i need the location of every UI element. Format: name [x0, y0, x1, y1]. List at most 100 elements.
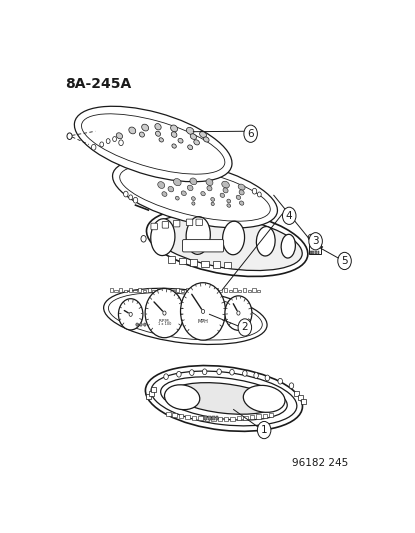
- Bar: [176, 288, 180, 292]
- Bar: [310, 251, 312, 254]
- Circle shape: [91, 144, 96, 150]
- Text: 2: 2: [242, 322, 248, 333]
- Bar: [250, 415, 254, 419]
- Ellipse shape: [142, 124, 149, 131]
- Ellipse shape: [187, 185, 193, 191]
- Ellipse shape: [191, 197, 195, 200]
- Bar: [173, 413, 177, 417]
- Circle shape: [136, 323, 138, 326]
- Bar: [181, 290, 184, 292]
- Bar: [312, 251, 314, 254]
- Bar: [213, 261, 220, 268]
- Circle shape: [244, 125, 257, 142]
- Bar: [216, 416, 218, 420]
- Ellipse shape: [192, 202, 195, 205]
- Text: 3: 3: [312, 236, 319, 246]
- Bar: [233, 288, 237, 292]
- Bar: [192, 416, 196, 420]
- Bar: [186, 415, 190, 419]
- Circle shape: [129, 312, 132, 317]
- Ellipse shape: [152, 214, 302, 271]
- Circle shape: [283, 207, 296, 224]
- Ellipse shape: [161, 377, 287, 420]
- Circle shape: [181, 282, 226, 340]
- Bar: [315, 251, 317, 254]
- Bar: [152, 290, 156, 292]
- Bar: [149, 391, 154, 395]
- Ellipse shape: [155, 124, 161, 130]
- Bar: [229, 290, 232, 292]
- Bar: [143, 290, 146, 292]
- Circle shape: [112, 136, 117, 142]
- Bar: [157, 288, 161, 292]
- Circle shape: [163, 311, 166, 315]
- Bar: [133, 290, 137, 292]
- Bar: [211, 416, 215, 421]
- Bar: [151, 387, 156, 392]
- FancyBboxPatch shape: [162, 222, 168, 228]
- Bar: [210, 290, 213, 292]
- Ellipse shape: [173, 179, 181, 186]
- Ellipse shape: [206, 179, 213, 185]
- Ellipse shape: [194, 140, 200, 145]
- Circle shape: [238, 319, 251, 336]
- Bar: [237, 416, 241, 420]
- Bar: [298, 395, 303, 400]
- Text: 96182 245: 96182 245: [291, 458, 348, 468]
- Bar: [201, 261, 208, 267]
- Bar: [179, 257, 186, 264]
- Bar: [198, 416, 203, 420]
- Ellipse shape: [176, 196, 179, 200]
- Ellipse shape: [116, 133, 122, 139]
- Bar: [224, 262, 231, 268]
- Circle shape: [225, 296, 252, 330]
- Ellipse shape: [281, 235, 295, 258]
- Bar: [219, 290, 222, 292]
- Ellipse shape: [168, 187, 174, 192]
- FancyBboxPatch shape: [173, 220, 180, 227]
- Circle shape: [278, 378, 283, 384]
- Circle shape: [190, 370, 194, 375]
- Circle shape: [252, 188, 257, 194]
- Bar: [195, 288, 198, 292]
- Circle shape: [203, 369, 207, 375]
- Bar: [204, 416, 207, 420]
- Text: R.P.M.: R.P.M.: [159, 319, 171, 324]
- Ellipse shape: [190, 134, 197, 140]
- Ellipse shape: [211, 198, 215, 201]
- Ellipse shape: [203, 137, 209, 142]
- Text: 5: 5: [341, 256, 348, 266]
- Bar: [243, 288, 246, 292]
- Circle shape: [254, 373, 259, 378]
- Bar: [217, 416, 222, 421]
- Ellipse shape: [239, 201, 244, 205]
- Bar: [205, 288, 208, 292]
- Bar: [230, 416, 235, 421]
- Ellipse shape: [145, 366, 303, 431]
- Bar: [243, 416, 248, 420]
- Bar: [186, 288, 189, 292]
- Circle shape: [230, 369, 234, 375]
- Ellipse shape: [190, 178, 197, 185]
- Circle shape: [144, 323, 146, 326]
- Bar: [129, 288, 132, 292]
- Bar: [167, 288, 170, 292]
- Bar: [190, 260, 197, 266]
- Bar: [166, 412, 171, 416]
- Bar: [146, 394, 151, 399]
- Ellipse shape: [112, 159, 278, 228]
- Ellipse shape: [181, 191, 186, 196]
- Text: 1: 1: [261, 425, 267, 435]
- Ellipse shape: [173, 383, 275, 414]
- Circle shape: [141, 236, 146, 242]
- Ellipse shape: [146, 208, 308, 277]
- Bar: [252, 288, 256, 292]
- Ellipse shape: [186, 217, 210, 254]
- Circle shape: [118, 298, 143, 330]
- Circle shape: [67, 133, 72, 140]
- Bar: [301, 399, 306, 404]
- Ellipse shape: [236, 195, 241, 199]
- Ellipse shape: [151, 219, 175, 256]
- Ellipse shape: [243, 385, 285, 413]
- Circle shape: [124, 191, 128, 197]
